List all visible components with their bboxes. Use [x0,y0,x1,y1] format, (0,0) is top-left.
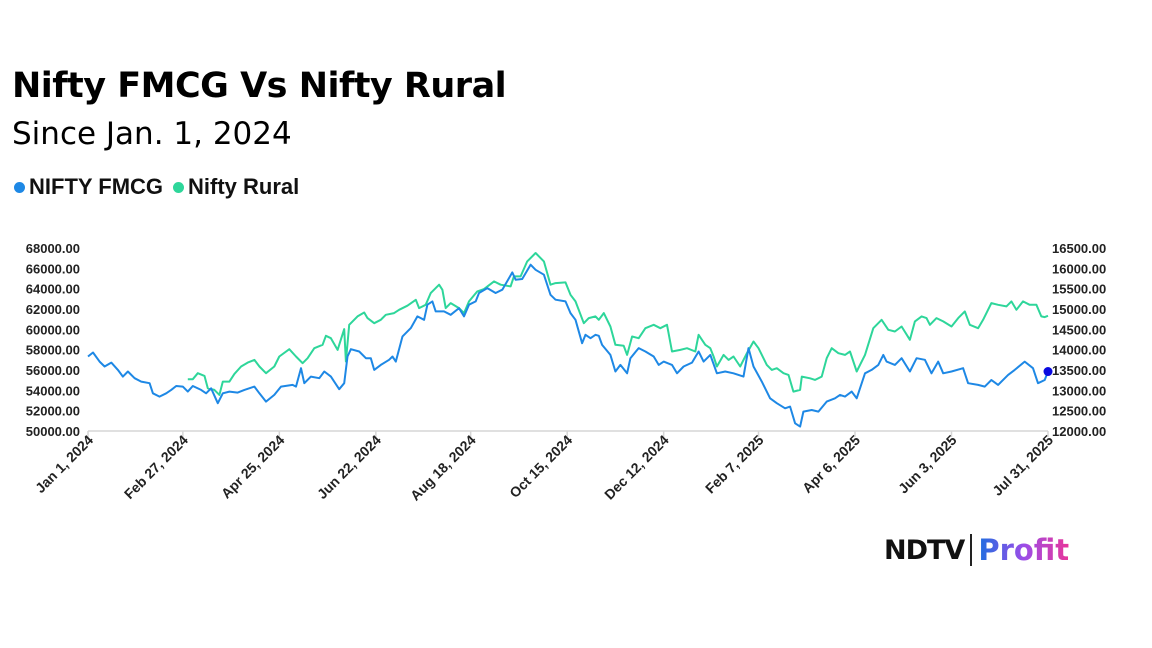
legend-dot-icon [173,181,185,193]
highlight-point [1043,367,1053,377]
y-right-tick-label: 16000.00 [1052,261,1106,276]
y-left-tick-label: 54000.00 [26,383,80,398]
x-tick-label: Jun 22, 2024 [314,432,384,502]
y-right-tick-label: 13500.00 [1052,363,1106,378]
y-left-tick-label: 60000.00 [26,322,80,337]
legend-item-rural[interactable]: Nifty Rural [173,174,299,200]
legend-label: NIFTY FMCG [29,174,164,199]
chart-subtitle: Since Jan. 1, 2024 [12,116,292,152]
y-right-tick-label: 15500.00 [1052,282,1106,297]
y-left-tick-label: 52000.00 [26,404,80,419]
legend-label: Nifty Rural [188,174,300,199]
legend-item-fmcg[interactable]: NIFTY FMCG [14,174,163,200]
y-left-tick-label: 68000.00 [26,241,80,256]
x-tick-label: Jul 31, 2025 [989,432,1056,499]
logo-profit: Profit [978,533,1070,567]
logo-ndtv: NDTV [884,534,965,566]
series-line-nifty-rural [187,252,1049,396]
logo-divider [970,534,973,566]
y-left-tick-label: 50000.00 [26,424,80,439]
series-line-nifty-fmcg [87,263,1049,428]
y-right-tick-label: 14500.00 [1052,322,1106,337]
chart-title: Nifty FMCG Vs Nifty Rural [12,66,507,106]
y-left-tick-label: 64000.00 [26,282,80,297]
ndtv-profit-logo: NDTV Profit [884,533,1069,567]
x-tick-label: Apr 25, 2024 [218,432,288,502]
y-right-tick-label: 13000.00 [1052,383,1106,398]
y-left-tick-label: 62000.00 [26,302,80,317]
x-tick-label: Feb 7, 2025 [702,432,767,497]
x-tick-label: Dec 12, 2024 [601,432,672,503]
y-right-tick-label: 12500.00 [1052,404,1106,419]
x-tick-label: Jan 1, 2024 [32,432,96,496]
legend-dot-icon [14,181,25,193]
x-tick-label: Feb 27, 2024 [121,432,191,502]
x-tick-label: Oct 15, 2024 [506,432,575,501]
x-tick-label: Aug 18, 2024 [407,432,479,504]
y-right-tick-label: 16500.00 [1052,241,1106,256]
y-right-tick-label: 15000.00 [1052,302,1106,317]
chart-legend: NIFTY FMCG Nifty Rural [14,174,309,200]
x-tick-label: Jun 3, 2025 [895,432,960,497]
y-left-tick-label: 56000.00 [26,363,80,378]
y-right-tick-label: 12000.00 [1052,424,1106,439]
y-right-tick-label: 14000.00 [1052,343,1106,358]
y-left-tick-label: 58000.00 [26,343,80,358]
y-left-tick-label: 66000.00 [26,261,80,276]
x-tick-label: Apr 6, 2025 [799,432,863,496]
